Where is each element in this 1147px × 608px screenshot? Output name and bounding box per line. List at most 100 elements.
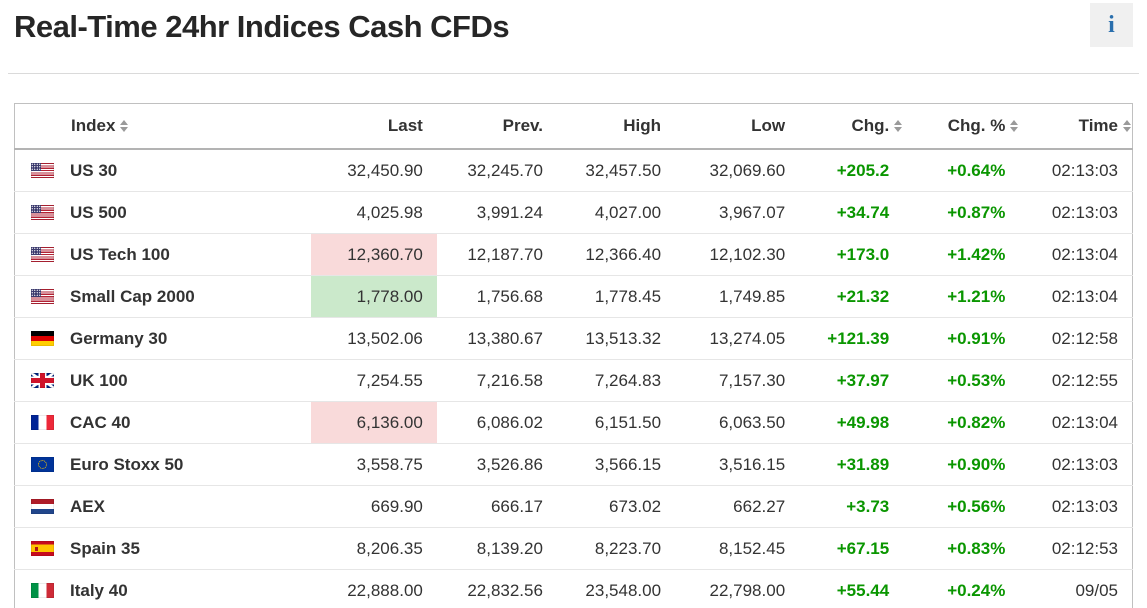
time-cell: 02:13:04 — [1051, 244, 1118, 264]
last-cell: 6,136.00 — [310, 401, 437, 444]
info-button[interactable]: i — [1090, 3, 1133, 47]
chg-pct-cell: +0.91% — [947, 328, 1006, 348]
sort-icon — [894, 119, 903, 132]
prev-cell: 32,245.70 — [467, 160, 543, 180]
table-row: Spain 35 8,206.35 8,139.20 8,223.70 8,15… — [14, 528, 1133, 570]
last-cell: 4,025.98 — [356, 202, 423, 222]
chg-cell: +121.39 — [827, 328, 890, 348]
index-name-link[interactable]: US 500 — [70, 202, 127, 222]
country-flag-icon — [31, 457, 54, 472]
time-cell: 02:13:03 — [1051, 202, 1118, 222]
index-name-link[interactable]: Germany 30 — [70, 328, 168, 348]
column-header-high-label: High — [623, 116, 662, 135]
indices-table: Index Last Prev. High Low Chg. C — [14, 103, 1133, 608]
country-flag-icon — [31, 415, 54, 430]
prev-cell: 666.17 — [490, 496, 543, 516]
chg-pct-cell: +0.56% — [947, 496, 1006, 516]
chg-cell: +3.73 — [846, 496, 890, 516]
high-cell: 6,151.50 — [594, 412, 662, 432]
column-header-chg-pct[interactable]: Chg. % — [903, 103, 1020, 150]
index-name-link[interactable]: AEX — [70, 496, 105, 516]
page-header: Real-Time 24hr Indices Cash CFDs i — [0, 0, 1147, 48]
column-header-chg-pct-label: Chg. % — [947, 116, 1006, 135]
column-header-high: High — [556, 103, 676, 150]
index-name-link[interactable]: CAC 40 — [70, 412, 131, 432]
prev-cell: 12,187.70 — [467, 244, 543, 264]
prev-cell: 3,526.86 — [476, 454, 543, 474]
chg-cell: +205.2 — [836, 160, 890, 180]
low-cell: 3,516.15 — [718, 454, 786, 474]
prev-cell: 22,832.56 — [467, 580, 543, 600]
chg-cell: +31.89 — [836, 454, 890, 474]
column-header-low-label: Low — [751, 116, 786, 135]
last-cell: 3,558.75 — [356, 454, 423, 474]
time-cell: 02:13:03 — [1051, 160, 1118, 180]
chg-pct-cell: +1.42% — [947, 244, 1006, 264]
index-name-link[interactable]: Small Cap 2000 — [70, 286, 195, 306]
chg-cell: +49.98 — [836, 412, 890, 432]
low-cell: 6,063.50 — [718, 412, 786, 432]
last-cell: 1,778.00 — [310, 275, 437, 318]
chg-pct-cell: +0.90% — [947, 454, 1006, 474]
low-cell: 12,102.30 — [709, 244, 786, 264]
chg-pct-cell: +1.21% — [947, 286, 1006, 306]
table-row: UK 100 7,254.55 7,216.58 7,264.83 7,157.… — [14, 360, 1133, 402]
index-name-link[interactable]: US 30 — [70, 160, 118, 180]
table-row: Small Cap 2000 1,778.00 1,756.68 1,778.4… — [14, 275, 1133, 318]
high-cell: 7,264.83 — [594, 370, 662, 390]
chg-cell: +37.97 — [836, 370, 890, 390]
chg-cell: +173.0 — [836, 244, 890, 264]
table-body: US 30 32,450.90 32,245.70 32,457.50 32,0… — [14, 149, 1133, 608]
low-cell: 32,069.60 — [709, 160, 786, 180]
index-name-link[interactable]: UK 100 — [70, 370, 128, 390]
info-icon: i — [1108, 12, 1115, 38]
country-flag-icon — [31, 373, 54, 388]
low-cell: 7,157.30 — [718, 370, 786, 390]
column-header-time[interactable]: Time — [1019, 103, 1133, 150]
high-cell: 673.02 — [609, 496, 662, 516]
country-flag-icon — [31, 289, 54, 304]
prev-cell: 3,991.24 — [476, 202, 543, 222]
chg-cell: +55.44 — [836, 580, 890, 600]
high-cell: 8,223.70 — [594, 538, 662, 558]
country-flag-icon — [31, 247, 54, 262]
column-header-chg[interactable]: Chg. — [799, 103, 904, 150]
table-row: Italy 40 22,888.00 22,832.56 23,548.00 2… — [15, 570, 1133, 608]
high-cell: 32,457.50 — [585, 160, 662, 180]
index-name-link[interactable]: Italy 40 — [70, 580, 128, 600]
high-cell: 4,027.00 — [594, 202, 662, 222]
table-header-row: Index Last Prev. High Low Chg. C — [14, 103, 1133, 150]
table-row: Germany 30 13,502.06 13,380.67 13,513.32… — [14, 318, 1133, 360]
prev-cell: 7,216.58 — [476, 370, 543, 390]
low-cell: 1,749.85 — [718, 286, 786, 306]
index-name-link[interactable]: Euro Stoxx 50 — [70, 454, 184, 474]
index-name-link[interactable]: US Tech 100 — [70, 244, 170, 264]
column-header-index-label: Index — [71, 116, 116, 135]
time-cell: 02:12:55 — [1051, 370, 1118, 390]
time-cell: 02:13:03 — [1051, 496, 1118, 516]
header-divider — [8, 73, 1139, 74]
column-header-last-label: Last — [387, 116, 423, 135]
low-cell: 662.27 — [733, 496, 786, 516]
country-flag-icon — [31, 583, 54, 598]
table-row: Euro Stoxx 50 3,558.75 3,526.86 3,566.15… — [14, 444, 1133, 486]
page-title: Real-Time 24hr Indices Cash CFDs — [14, 9, 510, 44]
last-cell: 32,450.90 — [347, 160, 423, 180]
column-header-prev: Prev. — [436, 103, 557, 150]
last-cell: 22,888.00 — [347, 580, 423, 600]
last-cell: 669.90 — [370, 496, 423, 516]
last-cell: 13,502.06 — [347, 328, 423, 348]
country-flag-icon — [31, 331, 54, 346]
chg-cell: +67.15 — [836, 538, 890, 558]
sort-icon — [1123, 119, 1131, 132]
index-name-link[interactable]: Spain 35 — [70, 538, 140, 558]
high-cell: 3,566.15 — [594, 454, 662, 474]
column-header-index[interactable]: Index — [14, 103, 311, 150]
sort-icon — [1010, 119, 1019, 132]
country-flag-icon — [31, 163, 54, 178]
prev-cell: 8,139.20 — [476, 538, 543, 558]
time-cell: 02:13:03 — [1051, 454, 1118, 474]
high-cell: 12,366.40 — [585, 244, 662, 264]
chg-pct-cell: +0.64% — [947, 160, 1006, 180]
country-flag-icon — [31, 541, 54, 556]
